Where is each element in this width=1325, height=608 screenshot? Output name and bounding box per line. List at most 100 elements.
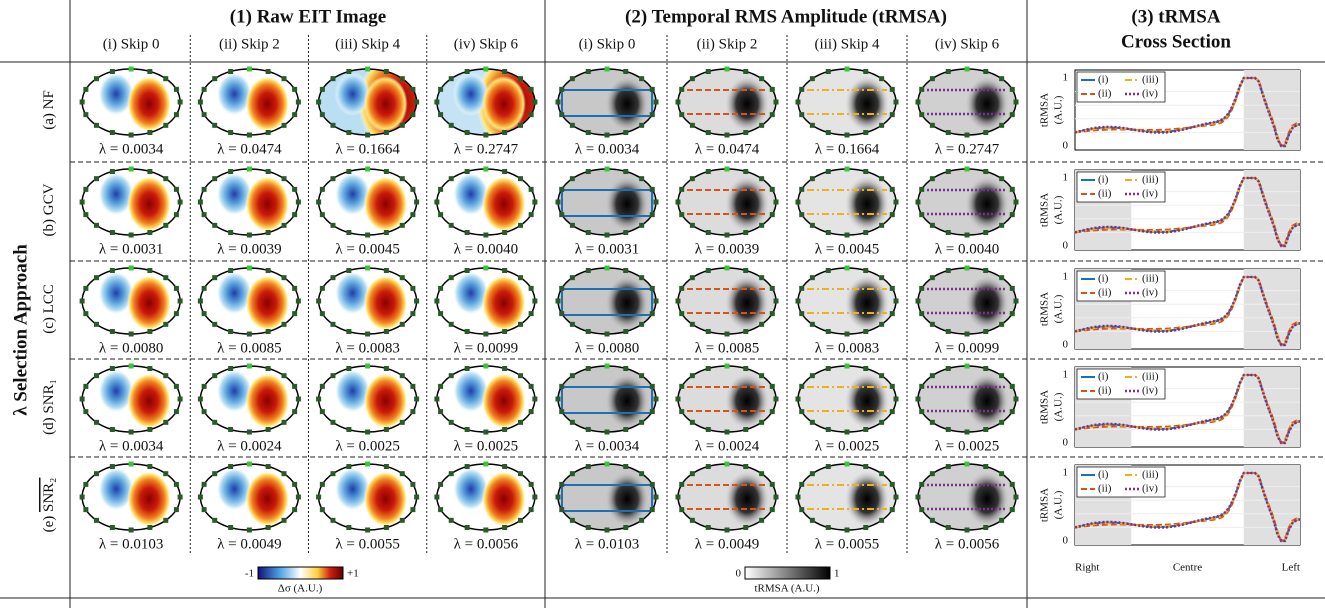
electrode <box>770 507 775 512</box>
electrode <box>384 69 389 74</box>
electrode <box>845 167 850 172</box>
row-tag: (c) <box>41 317 57 334</box>
electrode <box>410 286 415 291</box>
electrode <box>94 275 99 280</box>
electrode <box>147 525 152 530</box>
electrode <box>890 311 895 316</box>
electrode <box>202 187 207 192</box>
electrode <box>890 482 895 487</box>
legend-label: (iii) <box>1142 371 1159 383</box>
electrode <box>759 275 764 280</box>
electrode <box>654 299 659 304</box>
electrode <box>799 187 804 192</box>
lambda-value: λ = 0.1664 <box>815 141 880 157</box>
electrode <box>983 525 988 530</box>
electrode <box>529 482 534 487</box>
electrode <box>174 482 179 487</box>
electrode <box>212 275 217 280</box>
legend-label: (i) <box>1098 74 1109 86</box>
electrode <box>529 409 534 414</box>
lambda-value: λ = 0.0025 <box>815 438 879 454</box>
electrode <box>623 464 628 469</box>
electrode <box>247 133 252 138</box>
electrode <box>228 268 233 273</box>
electrode <box>94 420 99 425</box>
electrode <box>556 200 561 205</box>
electrode <box>639 518 644 523</box>
y-axis-label: tRMSA <box>1039 193 1051 227</box>
electrode <box>743 366 748 371</box>
electrode <box>894 100 899 105</box>
electrode <box>518 420 523 425</box>
electrode <box>879 275 884 280</box>
electrode <box>570 373 575 378</box>
electrode <box>559 409 564 414</box>
electrode <box>228 130 233 135</box>
lambda-value: λ = 0.0083 <box>335 340 399 356</box>
electrode <box>725 67 730 72</box>
electrode <box>384 366 389 371</box>
electrode <box>198 397 203 402</box>
electrode <box>930 518 935 523</box>
electrode <box>346 329 351 334</box>
electrode <box>639 373 644 378</box>
electrode <box>605 430 610 435</box>
electrode <box>999 518 1004 523</box>
electrode <box>845 462 850 467</box>
electrode <box>410 187 415 192</box>
electrode <box>879 420 884 425</box>
electrode <box>174 311 179 316</box>
electrode <box>320 87 325 92</box>
electrode <box>296 299 301 304</box>
electrode <box>147 268 152 273</box>
electrode <box>330 420 335 425</box>
electrode <box>129 462 134 467</box>
electrode <box>919 286 924 291</box>
electrode <box>400 471 405 476</box>
lambda-value: λ = 0.0024 <box>695 438 760 454</box>
electrode <box>690 223 695 228</box>
electrode <box>202 212 207 217</box>
electrode <box>292 507 297 512</box>
electrode <box>879 123 884 128</box>
electrode <box>94 223 99 228</box>
electrode <box>228 169 233 174</box>
electrode <box>983 230 988 235</box>
electrode <box>529 384 534 389</box>
electrode <box>518 223 523 228</box>
column-header: (i) Skip 0 <box>579 36 636 52</box>
electrode <box>879 223 884 228</box>
electrode <box>129 528 134 533</box>
electrode <box>483 430 488 435</box>
electrode <box>292 286 297 291</box>
electrode <box>178 100 183 105</box>
electrode <box>743 268 748 273</box>
electrode <box>690 123 695 128</box>
electrode <box>863 464 868 469</box>
electrode <box>706 464 711 469</box>
electrode <box>919 187 924 192</box>
electrode <box>296 495 301 500</box>
electrode <box>518 123 523 128</box>
electrode <box>890 507 895 512</box>
electrode <box>725 133 730 138</box>
electrode <box>1014 100 1019 105</box>
electrode <box>529 507 534 512</box>
electrode <box>532 495 537 500</box>
lambda-value: λ = 0.0080 <box>99 340 163 356</box>
electrode <box>282 322 287 327</box>
electrode <box>890 87 895 92</box>
electrode <box>999 176 1004 181</box>
colorbar <box>258 567 343 579</box>
electrode <box>706 268 711 273</box>
colorbar-max: +1 <box>347 568 359 580</box>
electrode <box>1010 112 1015 117</box>
electrode <box>320 212 325 217</box>
electrode <box>639 471 644 476</box>
electrode <box>365 528 370 533</box>
legend-label: (iii) <box>1142 273 1159 285</box>
lambda-value: λ = 0.0055 <box>335 536 399 552</box>
electrode <box>1014 495 1019 500</box>
electrode <box>384 268 389 273</box>
electrode <box>110 169 115 174</box>
